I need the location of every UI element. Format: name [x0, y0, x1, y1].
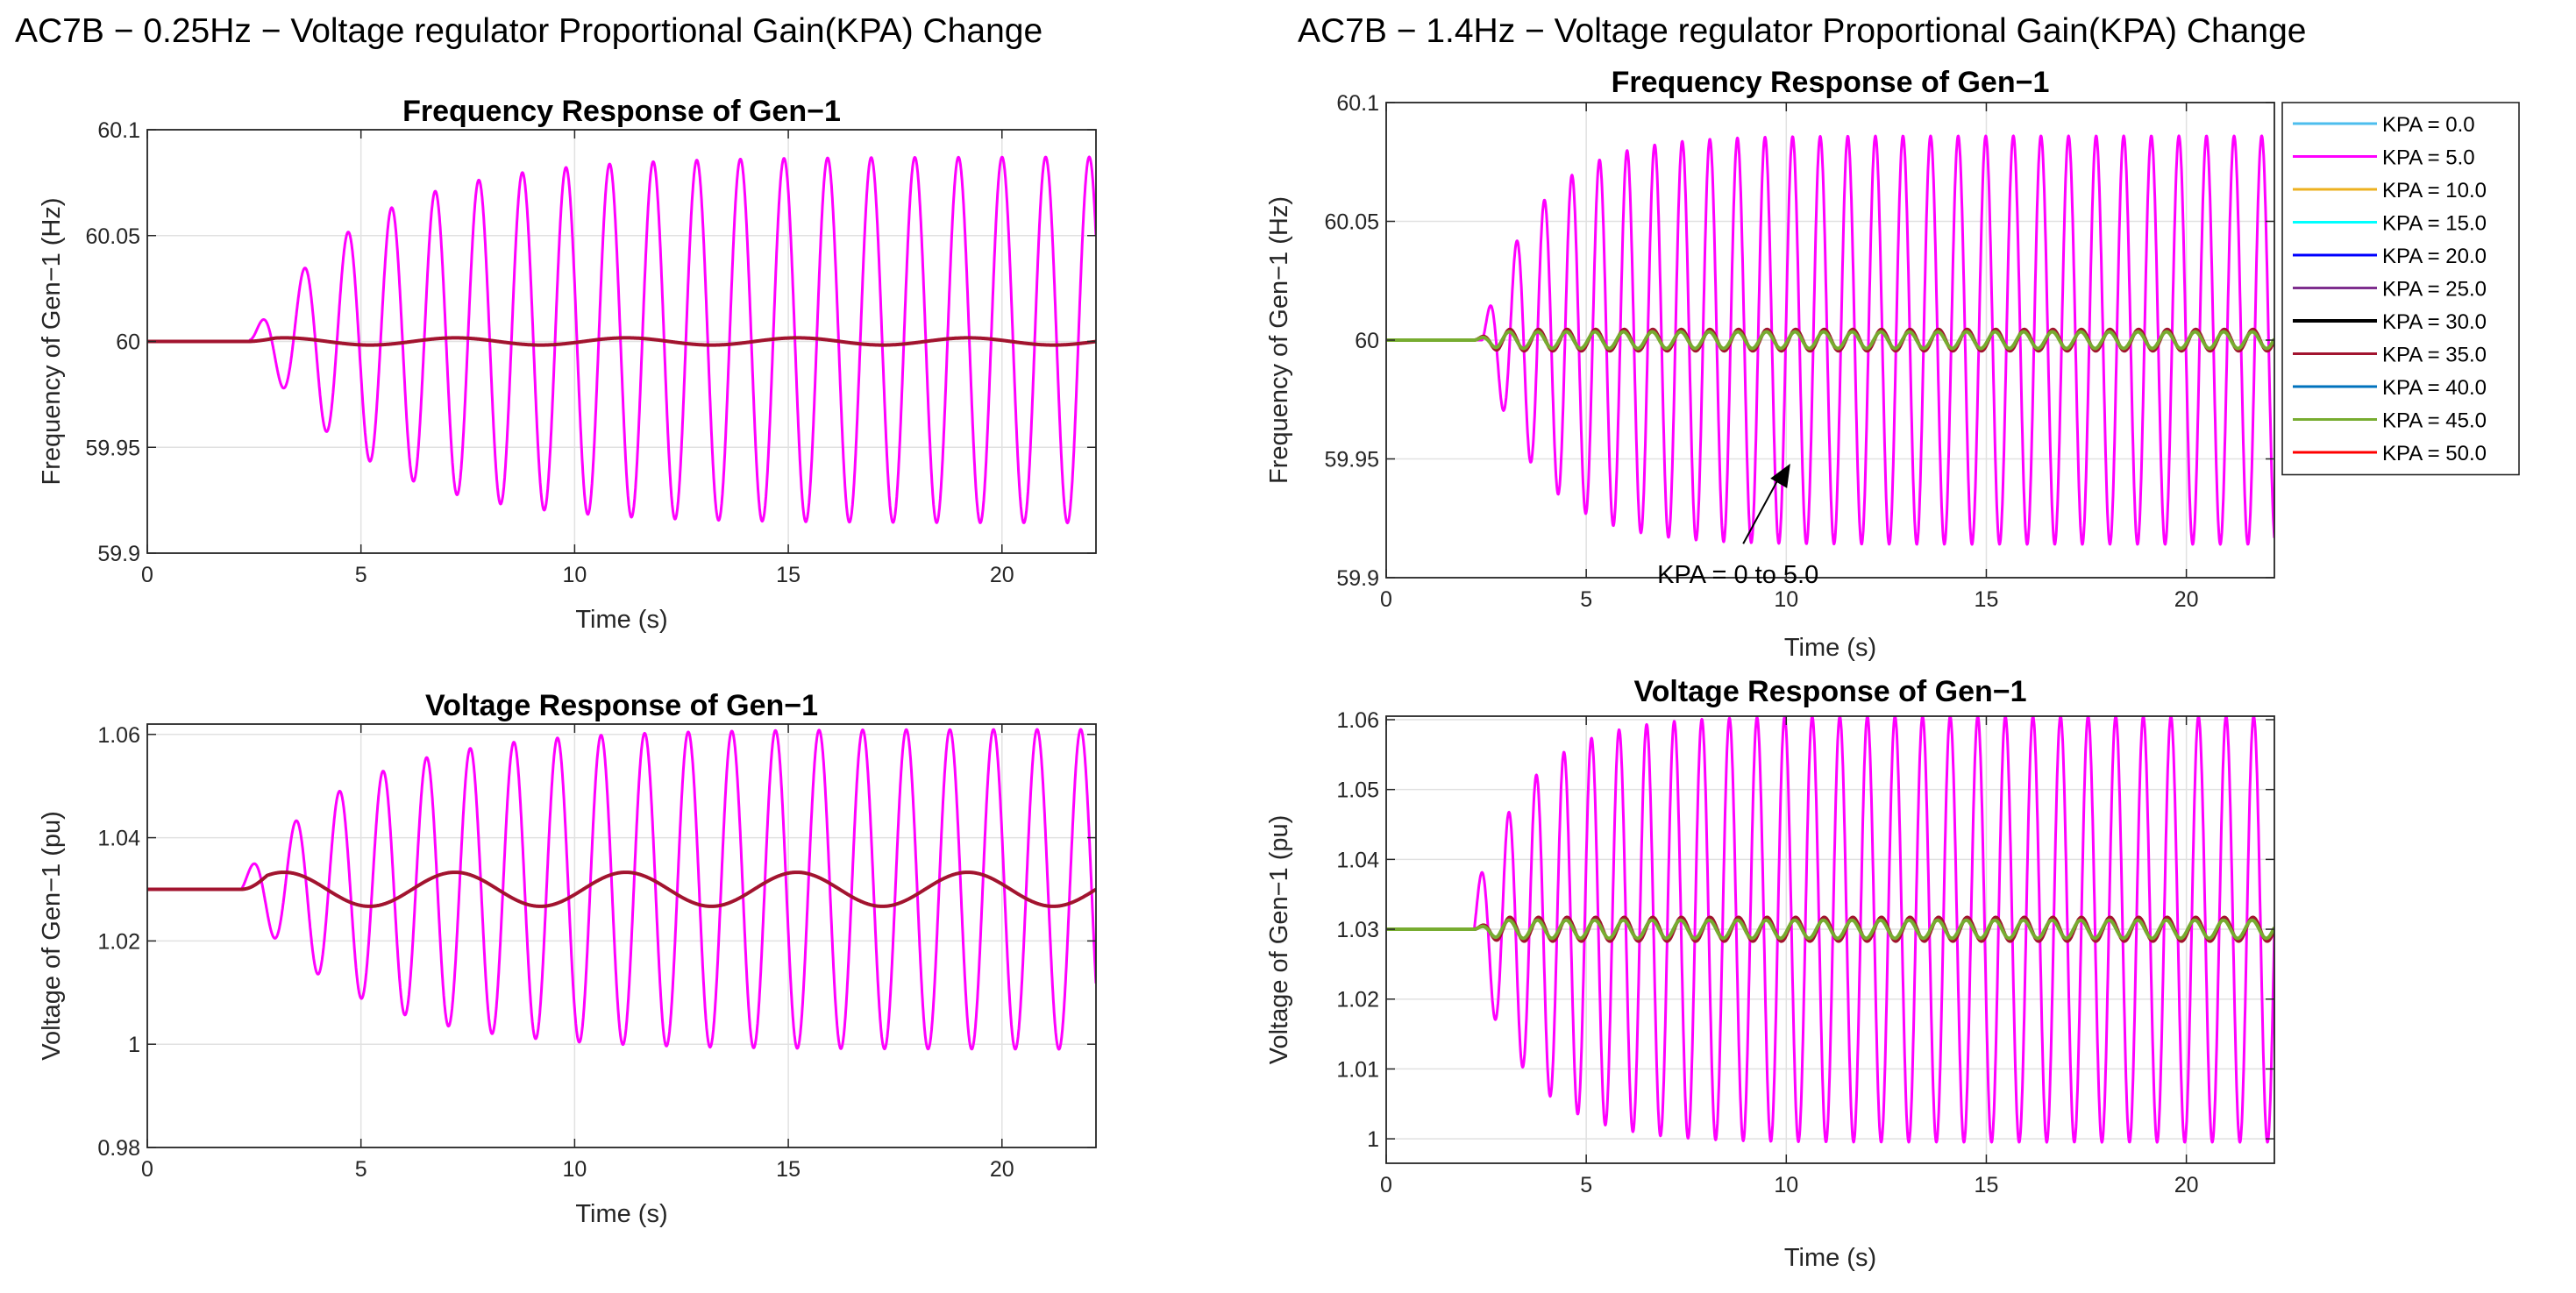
x-axis-label: Time (s)	[1784, 634, 1876, 662]
y-tick-label: 1.02	[1336, 988, 1379, 1012]
x-axis-label: Time (s)	[1784, 1244, 1876, 1272]
x-tick-label: 5	[1580, 1173, 1592, 1197]
series-group	[1386, 134, 2274, 546]
x-tick-label: 0	[141, 1157, 153, 1182]
x-tick-label: 15	[776, 1157, 801, 1182]
x-tick-label: 15	[1975, 587, 1999, 612]
legend-entry-label: KPA = 45.0	[2382, 409, 2487, 433]
chart-title: Frequency Response of Gen−1	[1612, 66, 2050, 99]
x-tick-label: 5	[1580, 587, 1592, 612]
legend-entry-label: KPA = 15.0	[2382, 212, 2487, 236]
y-axis-label: Voltage of Gen−1 (pu)	[38, 811, 66, 1061]
y-tick-label: 60	[116, 330, 140, 355]
right-figure-title: AC7B − 1.4Hz − Voltage regulator Proport…	[1298, 12, 2307, 50]
y-tick-label: 1.05	[1336, 778, 1379, 803]
legend-entry-label: KPA = 20.0	[2382, 245, 2487, 268]
series-line-1-0	[147, 728, 1096, 1051]
x-axis-label: Time (s)	[575, 606, 667, 634]
y-tick-label: 1.02	[97, 929, 140, 954]
x-tick-label: 10	[1774, 587, 1798, 612]
y-tick-label: 59.95	[1324, 448, 1379, 472]
series-line-3-0	[1386, 716, 2274, 1144]
x-tick-label: 0	[1380, 1173, 1392, 1197]
plot-area	[1386, 716, 2274, 1163]
y-tick-label: 60	[1355, 329, 1379, 353]
y-tick-label: 59.9	[97, 542, 140, 566]
left-figure-title: AC7B − 0.25Hz − Voltage regulator Propor…	[15, 12, 1043, 50]
chart-title: Voltage Response of Gen−1	[1633, 675, 2026, 708]
y-axis-label: Voltage of Gen−1 (pu)	[1265, 815, 1293, 1065]
series-line-2-0	[1386, 134, 2274, 546]
x-tick-label: 20	[2174, 587, 2199, 612]
chart-left-volt: 0 5 10 15 20 0.98 1 1.02 1.04 1.06 Voltage Respons…	[38, 689, 1097, 1228]
series-group	[147, 155, 1096, 525]
x-tick-label: 20	[990, 563, 1014, 587]
y-tick-label: 1.06	[97, 723, 140, 748]
legend-entry-label: KPA = 10.0	[2382, 179, 2487, 202]
legend-entry-label: KPA = 40.0	[2382, 376, 2487, 400]
plot-area	[147, 724, 1096, 1147]
legend-entry-label: KPA = 30.0	[2382, 310, 2487, 334]
x-tick-label: 15	[1975, 1173, 1999, 1197]
y-tick-label: 1.04	[97, 827, 140, 851]
x-tick-label: 5	[355, 1157, 367, 1182]
y-tick-label: 0.98	[97, 1136, 140, 1161]
annotation-arrow-line	[1742, 469, 1784, 544]
y-tick-label: 1	[128, 1033, 140, 1057]
series-group	[147, 728, 1096, 1051]
y-tick-label: 1.06	[1336, 708, 1379, 733]
legend-entry-label: KPA = 0.0	[2382, 113, 2475, 137]
legend-entry-label: KPA = 25.0	[2382, 278, 2487, 302]
y-tick-label: 60.1	[1336, 91, 1379, 116]
x-tick-label: 10	[562, 1157, 587, 1182]
chart-right-volt: 0 5 10 15 20 1 1.01 1.02 1.03 1.04 1.05 1.06 Voltage…	[1265, 675, 2275, 1272]
y-tick-label: 59.95	[85, 436, 140, 460]
x-tick-label: 0	[141, 563, 153, 587]
series-line-0-1	[147, 336, 1096, 347]
x-tick-label: 5	[355, 563, 367, 587]
y-axis-label: Frequency of Gen−1 (Hz)	[1265, 196, 1293, 484]
legend-entry-label: KPA = 35.0	[2382, 344, 2487, 367]
x-tick-label: 0	[1380, 587, 1392, 612]
x-tick-label: 10	[562, 563, 587, 587]
series-line-1-1	[147, 870, 1096, 908]
chart-right-freq: 0 5 10 15 20 59.9 59.95 60 60.05 60.1 Frequency Re…	[1265, 66, 2275, 662]
y-tick-label: 1	[1367, 1127, 1379, 1152]
y-tick-label: 60.1	[97, 118, 140, 143]
y-tick-label: 59.9	[1336, 566, 1379, 591]
legend: KPA = 0.0 KPA = 5.0 KPA = 10.0 KPA = 15.0 KP…	[2281, 102, 2520, 476]
y-tick-label: 1.03	[1336, 918, 1379, 942]
series-line-2-2	[1386, 330, 2274, 351]
x-tick-label: 10	[1774, 1173, 1798, 1197]
y-tick-label: 60.05	[85, 224, 140, 249]
annotation-arrow-head	[1770, 463, 1790, 488]
y-axis-label: Frequency of Gen−1 (Hz)	[38, 197, 66, 485]
chart-left-freq: 0 5 10 15 20 59.9 59.95 60 60.05 60.1 Frequency Re…	[38, 95, 1097, 634]
annotation-text: KPA = 0 to 5.0	[1657, 561, 1818, 589]
legend-entry-label: KPA = 5.0	[2382, 146, 2475, 170]
y-tick-label: 60.05	[1324, 210, 1379, 235]
x-tick-label: 20	[2174, 1173, 2199, 1197]
series-group	[1386, 716, 2274, 1144]
axes-box	[1385, 715, 2275, 1164]
y-tick-label: 1.01	[1336, 1057, 1379, 1082]
x-axis-label: Time (s)	[575, 1200, 667, 1228]
x-tick-label: 20	[990, 1157, 1014, 1182]
chart-title: Frequency Response of Gen−1	[402, 95, 841, 128]
x-tick-label: 15	[776, 563, 801, 587]
series-line-0-0	[147, 155, 1096, 525]
legend-entry-label: KPA = 50.0	[2382, 442, 2487, 465]
series-line-3-2	[1386, 918, 2274, 941]
axes-box	[146, 723, 1097, 1148]
chart-title: Voltage Response of Gen−1	[425, 689, 818, 722]
y-tick-label: 1.04	[1336, 848, 1379, 872]
